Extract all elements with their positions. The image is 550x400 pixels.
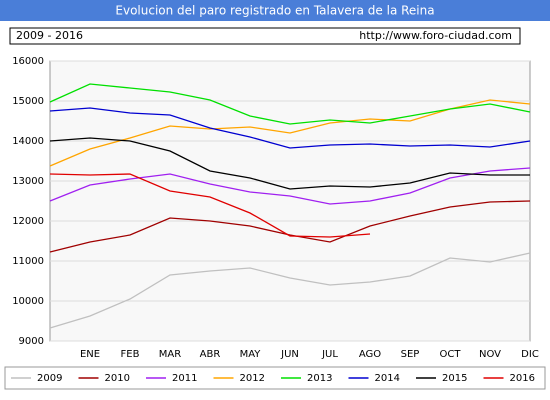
x-tick-label: DIC xyxy=(521,349,539,360)
y-tick-label: 10000 xyxy=(12,296,44,307)
series-line xyxy=(49,252,531,329)
series-line xyxy=(49,83,531,125)
x-tick-label: MAR xyxy=(159,349,181,360)
y-tick-label: 11000 xyxy=(12,256,44,267)
plot-area xyxy=(49,60,531,342)
y-tick-label: 12000 xyxy=(12,216,44,227)
legend-label: 2013 xyxy=(307,373,332,384)
y-tick-label: 15000 xyxy=(12,96,44,107)
series-line xyxy=(49,167,531,205)
x-tick-label: FEB xyxy=(121,349,140,360)
y-tick-label: 16000 xyxy=(12,56,44,67)
y-tick-label: 13000 xyxy=(12,176,44,187)
info-box xyxy=(9,27,521,45)
title-bar xyxy=(0,0,550,21)
legend-label: 2011 xyxy=(172,373,197,384)
legend-label: 2014 xyxy=(375,373,400,384)
x-tick-label: ABR xyxy=(200,349,221,360)
series-line xyxy=(49,107,531,149)
legend-label: 2010 xyxy=(105,373,130,384)
x-tick-label: OCT xyxy=(440,349,462,360)
series-line xyxy=(49,200,531,253)
x-tick-label: SEP xyxy=(401,349,420,360)
legend-box xyxy=(4,366,546,390)
period: 2009 - 2016 xyxy=(16,29,83,42)
x-tick-label: JUN xyxy=(280,349,299,360)
source: http://www.foro-ciudad.com xyxy=(359,29,512,42)
y-tick-label: 14000 xyxy=(12,136,44,147)
legend-label: 2012 xyxy=(240,373,265,384)
legend-label: 2016 xyxy=(510,373,535,384)
y-tick-label: 9000 xyxy=(19,336,44,347)
x-tick-label: NOV xyxy=(479,349,501,360)
series-line xyxy=(49,173,371,238)
legend-label: 2009 xyxy=(37,373,62,384)
x-tick-label: JUL xyxy=(321,349,338,360)
x-tick-label: AGO xyxy=(359,349,381,360)
series-line xyxy=(49,137,530,190)
chart-title: Evolucion del paro registrado en Talaver… xyxy=(115,4,434,18)
x-tick-label: MAY xyxy=(240,349,262,360)
x-tick-label: ENE xyxy=(80,349,100,360)
legend-label: 2015 xyxy=(442,373,467,384)
